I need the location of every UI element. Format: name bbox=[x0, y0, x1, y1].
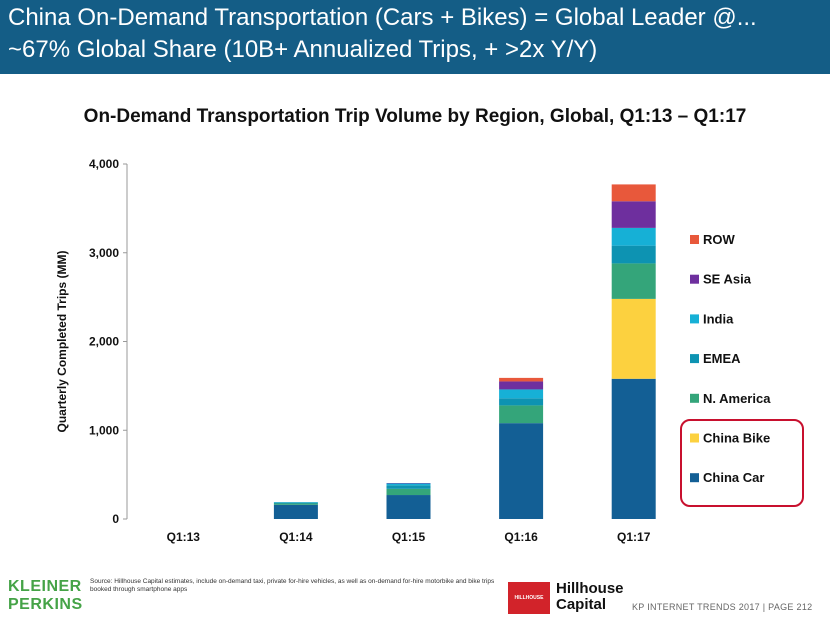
y-tick-label: 0 bbox=[112, 512, 119, 526]
legend-highlight-box bbox=[680, 419, 804, 507]
bar-segment-emea bbox=[499, 398, 544, 406]
logo-line1: KLEINER bbox=[8, 578, 82, 595]
legend-swatch bbox=[690, 314, 699, 324]
header-title-line1: China On-Demand Transportation (Cars + B… bbox=[8, 4, 757, 31]
legend-label: ROW bbox=[703, 232, 736, 247]
logo-line2: PERKINS bbox=[8, 596, 83, 613]
bar-segment-emea bbox=[273, 502, 318, 504]
legend-swatch bbox=[690, 473, 699, 483]
legend-swatch bbox=[690, 235, 699, 244]
bar-segment-emea bbox=[386, 485, 431, 489]
legend-label: China Car bbox=[703, 470, 764, 485]
bar-segment-se-asia bbox=[499, 381, 544, 390]
bar-segment-n-america bbox=[386, 488, 431, 496]
x-tick-label: Q1:16 bbox=[504, 530, 538, 544]
bar-segment-china-car bbox=[386, 495, 431, 519]
bar-segment-se-asia bbox=[611, 201, 656, 228]
y-tick-label: 1,000 bbox=[89, 423, 119, 437]
bar-segment-china-car bbox=[611, 378, 656, 519]
y-tick-label: 3,000 bbox=[89, 246, 119, 260]
bar-segment-china-car bbox=[499, 423, 544, 519]
stacked-bar-chart: 0 1,000 2,000 3,000 4,000 Quarterly Completed… bbox=[55, 157, 771, 544]
legend-swatch bbox=[690, 433, 699, 443]
bar-segment-n-america bbox=[499, 405, 544, 424]
legend-label: EMEA bbox=[703, 351, 741, 366]
y-axis-label: Quarterly Completed Trips (MM) bbox=[55, 250, 69, 432]
bar-segment-india bbox=[499, 389, 544, 399]
page-reference: KP INTERNET TRENDS 2017 | PAGE 212 bbox=[632, 602, 813, 612]
bar-segment-china-car bbox=[273, 504, 318, 519]
legend-label: SE Asia bbox=[703, 272, 752, 287]
y-tick-label: 2,000 bbox=[89, 335, 119, 349]
legend-label: China Bike bbox=[703, 431, 770, 446]
bar-segment-india bbox=[386, 483, 431, 486]
chart-title: On-Demand Transportation Trip Volume by … bbox=[83, 106, 747, 127]
x-tick-label: Q1:17 bbox=[617, 530, 651, 544]
kleiner-perkins-logo: KLEINER PERKINS bbox=[8, 578, 83, 614]
hillhouse-line1: Hillhouse bbox=[556, 580, 624, 597]
bar-segment-n-america bbox=[611, 263, 656, 299]
bar-segment-n-america bbox=[273, 503, 318, 505]
legend-swatch bbox=[690, 274, 699, 284]
source-note: Source: Hillhouse Capital estimates, inc… bbox=[90, 578, 495, 593]
header-title-line2: ~67% Global Share (10B+ Annualized Trips… bbox=[8, 36, 598, 63]
legend-swatch bbox=[690, 354, 699, 364]
bar-segment-row bbox=[611, 184, 656, 202]
hillhouse-logo-text: Hillhouse Capital bbox=[556, 581, 624, 613]
legend-swatch bbox=[690, 393, 699, 403]
bar-segment-row bbox=[499, 377, 544, 382]
x-tick-label: Q1:14 bbox=[279, 530, 313, 544]
bar-segment-india bbox=[611, 227, 656, 246]
legend-label: India bbox=[703, 311, 734, 326]
bar-segment-china-bike bbox=[611, 298, 656, 379]
x-tick-label: Q1:13 bbox=[167, 530, 201, 544]
y-tick-label: 4,000 bbox=[89, 157, 119, 171]
x-tick-label: Q1:15 bbox=[392, 530, 426, 544]
hillhouse-line2: Capital bbox=[556, 596, 607, 613]
bar-segment-emea bbox=[611, 245, 656, 264]
hillhouse-logo-icon: HILLHOUSE bbox=[508, 582, 550, 614]
slide-header: China On-Demand Transportation (Cars + B… bbox=[0, 0, 830, 74]
legend-label: N. America bbox=[703, 391, 771, 406]
